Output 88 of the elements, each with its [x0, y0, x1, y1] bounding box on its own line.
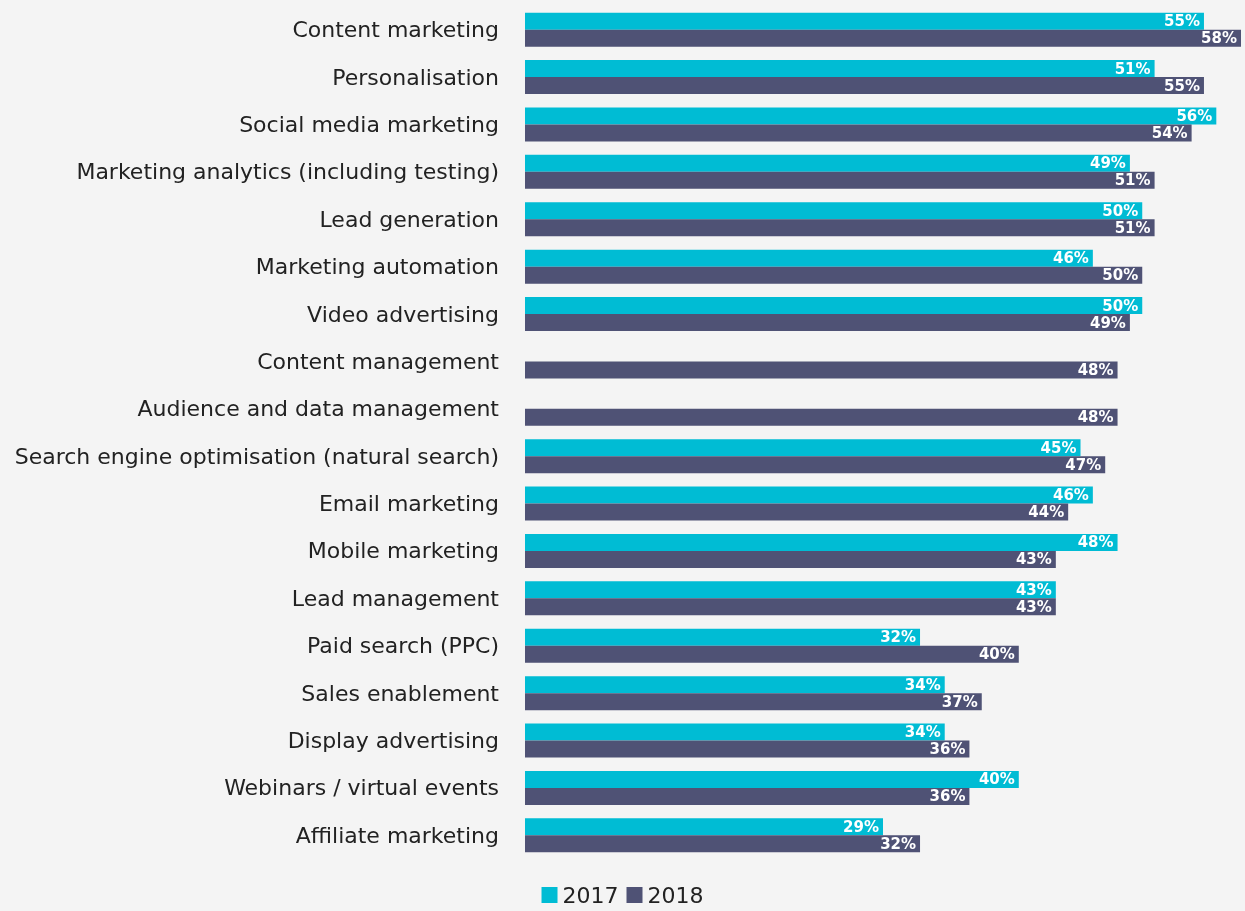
data-label: 34% — [904, 675, 941, 694]
y-tick-label: Audience and data management — [137, 396, 500, 422]
y-tick-label: Marketing analytics (including testing) — [76, 159, 499, 185]
data-label: 43% — [1015, 597, 1052, 616]
y-tick-label: Email marketing — [318, 491, 499, 517]
data-label: 36% — [929, 740, 966, 759]
data-label: 48% — [1077, 533, 1114, 552]
data-label: 40% — [978, 645, 1015, 664]
bar — [525, 77, 1204, 95]
data-label: 37% — [941, 692, 978, 711]
data-label: 32% — [880, 628, 917, 647]
bar — [525, 219, 1155, 237]
bar — [525, 503, 1069, 521]
y-tick-label: Paid search (PPC) — [307, 633, 499, 659]
bar — [525, 486, 1093, 504]
bar — [525, 266, 1143, 284]
bar — [525, 297, 1143, 315]
data-label: 47% — [1065, 455, 1102, 474]
data-label: 50% — [1102, 266, 1139, 285]
data-label: 48% — [1077, 408, 1114, 427]
data-label: 29% — [843, 817, 879, 836]
bar — [525, 723, 945, 741]
y-tick-label: Search engine optimisation (natural search) — [14, 443, 499, 469]
bar — [525, 171, 1155, 189]
y-tick-label: Sales enablement — [301, 680, 500, 706]
data-label: 43% — [1015, 580, 1052, 599]
bar — [525, 645, 1019, 663]
data-label: 51% — [1114, 218, 1151, 237]
data-label: 45% — [1040, 438, 1077, 457]
data-label: 58% — [1201, 29, 1237, 48]
data-label: 44% — [1028, 503, 1065, 522]
bar — [525, 676, 945, 694]
bar — [525, 740, 970, 758]
bar — [525, 314, 1130, 332]
data-label: 54% — [1151, 123, 1188, 142]
data-label: 40% — [978, 770, 1015, 789]
data-label: 32% — [880, 834, 917, 853]
data-label: 51% — [1114, 171, 1151, 190]
bar — [525, 60, 1155, 78]
bar — [525, 835, 921, 853]
data-label: 50% — [1102, 296, 1139, 315]
y-tick-label: Social media marketing — [239, 111, 499, 137]
data-label: 50% — [1102, 201, 1139, 220]
y-tick-label: Content management — [257, 348, 500, 374]
bar — [525, 693, 982, 711]
y-tick-label: Affiliate marketing — [295, 822, 499, 848]
data-label: 46% — [1052, 486, 1089, 505]
bar — [525, 598, 1056, 616]
y-tick-label: Mobile marketing — [307, 538, 499, 564]
legend-label: 2017 — [562, 882, 619, 908]
bar — [525, 29, 1241, 47]
bar — [525, 550, 1056, 568]
y-tick-label: Webinars / virtual events — [224, 775, 499, 801]
bar — [525, 439, 1081, 457]
bar — [525, 361, 1118, 379]
data-label: 56% — [1176, 106, 1213, 125]
data-label: 36% — [929, 787, 966, 806]
legend-label: 2018 — [647, 882, 704, 908]
data-label: 49% — [1089, 313, 1126, 332]
bar — [525, 12, 1204, 30]
data-label: 46% — [1052, 249, 1089, 268]
data-label: 49% — [1089, 154, 1126, 173]
bar — [525, 787, 970, 805]
data-label: 34% — [904, 723, 941, 742]
bar — [525, 154, 1130, 172]
y-tick-label: Lead generation — [319, 206, 499, 232]
bar — [525, 456, 1106, 474]
bar — [525, 202, 1143, 220]
data-label: 48% — [1077, 360, 1114, 379]
bar — [525, 107, 1217, 125]
y-tick-label: Marketing automation — [255, 254, 499, 280]
y-tick-label: Video advertising — [307, 301, 499, 327]
bar — [525, 249, 1093, 267]
bar — [525, 408, 1118, 426]
bar — [525, 533, 1118, 551]
data-label: 55% — [1164, 12, 1200, 31]
bar — [525, 818, 883, 836]
data-label: 51% — [1114, 59, 1151, 78]
data-label: 43% — [1015, 550, 1052, 569]
y-tick-label: Personalisation — [332, 64, 499, 90]
bar — [525, 770, 1019, 788]
bar — [525, 628, 921, 646]
data-label: 55% — [1164, 76, 1200, 95]
y-tick-label: Content marketing — [292, 17, 499, 43]
y-tick-label: Display advertising — [287, 728, 499, 754]
y-tick-label: Lead management — [291, 585, 500, 611]
bar — [525, 124, 1192, 142]
bar — [525, 581, 1056, 599]
